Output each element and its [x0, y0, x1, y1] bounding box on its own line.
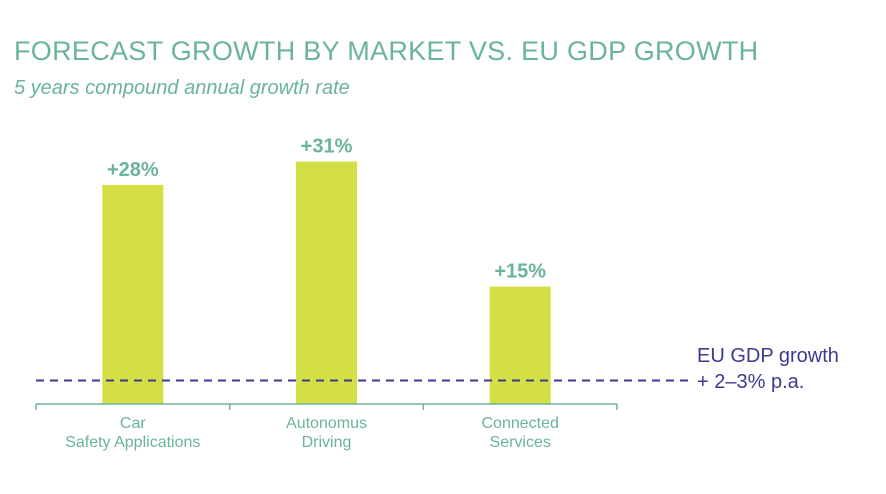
- category-label-0: Car Safety Applications: [65, 415, 200, 451]
- bar-0: [102, 184, 164, 404]
- data-label-2: +15%: [494, 261, 546, 283]
- data-label-1: +31%: [301, 136, 353, 158]
- category-label-2: Connected Services: [482, 415, 559, 451]
- bar-1: [296, 161, 357, 404]
- chart-subtitle: 5 years compound annual growth rate: [14, 77, 350, 99]
- eu-gdp-reference-label: EU GDP growth + 2–3% p.a.: [697, 345, 839, 393]
- chart-title: FORECAST GROWTH BY MARKET VS. EU GDP GRO…: [14, 36, 759, 66]
- data-label-0: +28%: [107, 159, 159, 181]
- bar-2: [489, 286, 551, 404]
- category-label-1: Autonomus Driving: [286, 415, 367, 451]
